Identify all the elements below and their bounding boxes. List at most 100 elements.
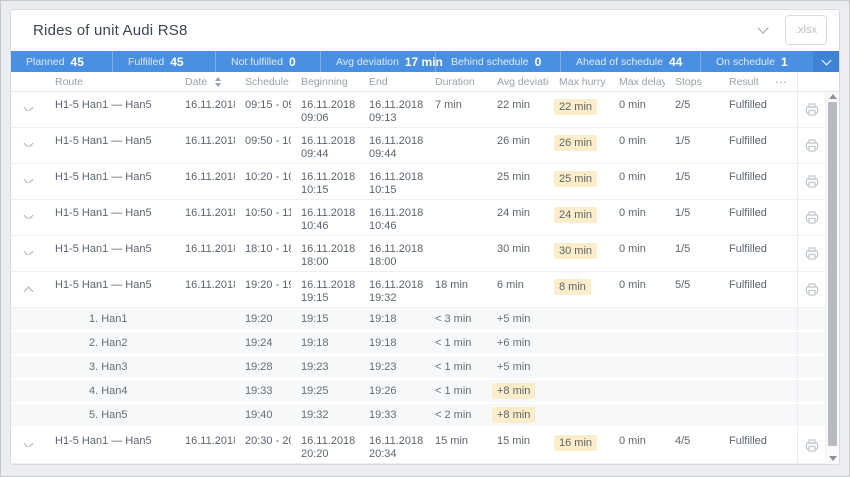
stat-value: 1 <box>780 54 788 69</box>
ride-row[interactable]: H1-5 Han1 — Han5 16.11.2018 10:50 - 11:1… <box>11 200 825 236</box>
scrollbar-thumb[interactable] <box>828 102 837 446</box>
stats-collapse-button[interactable] <box>813 50 839 73</box>
ride-report-icon[interactable] <box>805 175 819 188</box>
scroll-up-icon[interactable] <box>828 94 837 99</box>
ride-report-icon[interactable] <box>805 283 819 296</box>
cell-end: 16.11.2018 20:34 <box>359 435 425 461</box>
cell-action <box>797 428 825 463</box>
ride-report-icon[interactable] <box>805 247 819 260</box>
stat-not-fulfilled: Not fulfilled 0 <box>216 50 321 73</box>
cell-date: 16.11.2018 <box>185 99 235 111</box>
column-date[interactable]: Date <box>175 76 235 88</box>
stat-label: On schedule <box>716 55 775 68</box>
cell-schedule: 10:50 - 11:10 <box>245 207 291 219</box>
cell-stop-duration: < 1 min <box>435 337 472 349</box>
cell-date: 16.11.2018 <box>185 279 235 291</box>
cell-schedule: 09:15 - 09:35 <box>245 99 291 111</box>
cell-stops: 5/5 <box>675 279 691 291</box>
ride-report-icon[interactable] <box>805 139 819 152</box>
ride-report-icon[interactable] <box>805 103 819 116</box>
cell-max-delay: 0 min <box>619 207 646 219</box>
cell-stop-action <box>797 332 825 354</box>
stop-row[interactable]: 1. Han1 19:20 19:15 19:18 < 3 min +5 min <box>11 308 825 332</box>
vertical-scrollbar[interactable] <box>825 92 839 464</box>
cell-action <box>797 164 825 199</box>
expand-icon <box>23 286 33 295</box>
end-time: 09:44 <box>369 148 397 160</box>
cell-schedule: 18:10 - 18:30 <box>245 243 291 255</box>
expand-toggle[interactable] <box>11 171 45 183</box>
ride-row[interactable]: H1-5 Han1 — Han5 16.11.2018 10:20 - 10:4… <box>11 164 825 200</box>
table-header: Route Date Schedule Beginning End Durati… <box>11 72 839 92</box>
cell-stop-schedule: 19:20 <box>245 313 273 325</box>
more-columns-icon[interactable]: ⋯ <box>775 74 788 89</box>
cell-duration: 7 min <box>435 99 462 111</box>
expand-toggle[interactable] <box>11 99 45 111</box>
sort-icon[interactable] <box>215 76 222 87</box>
stats-bar: Planned 45 Fulfilled 45 Not fulfilled 0 … <box>11 50 839 73</box>
end-date: 16.11.2018 <box>369 207 424 219</box>
scroll-down-icon[interactable] <box>828 456 837 461</box>
ride-row[interactable]: H1-5 Han1 — Han5 16.11.2018 18:10 - 18:3… <box>11 236 825 272</box>
ride-report-icon[interactable] <box>805 439 819 452</box>
ride-row[interactable]: H1-5 Han1 — Han5 16.11.2018 09:50 - 10:1… <box>11 128 825 164</box>
expand-toggle[interactable] <box>11 207 45 219</box>
cell-end: 16.11.2018 19:32 <box>359 279 425 305</box>
cell-result: Fulfilled <box>729 171 767 183</box>
cell-route: H1-5 Han1 — Han5 <box>55 207 152 219</box>
max-hurry-value: 30 min <box>554 243 598 259</box>
ride-row[interactable]: H1-5 Han1 — Han5 16.11.2018 09:15 - 09:3… <box>11 92 825 128</box>
cell-stop-beginning: 19:32 <box>301 409 329 421</box>
cell-stop-beginning: 19:18 <box>301 337 329 349</box>
expand-toggle[interactable] <box>11 243 45 255</box>
cell-date: 16.11.2018 <box>185 207 235 219</box>
stop-avg-deviation-value: +8 min <box>492 383 536 399</box>
cell-result: Fulfilled <box>729 99 767 111</box>
stop-row[interactable]: 3. Han3 19:28 19:23 19:23 < 1 min +5 min <box>11 356 825 380</box>
stop-row[interactable]: 2. Han2 19:24 19:18 19:18 < 1 min +6 min <box>11 332 825 356</box>
cell-beginning: 16.11.2018 10:46 <box>291 207 359 233</box>
cell-stop-name: 5. Han5 <box>89 409 128 421</box>
stat-value: 44 <box>668 54 683 69</box>
ride-row[interactable]: H1-5 Han1 — Han5 16.11.2018 20:30 - 20:5… <box>11 428 825 464</box>
title-bar: Rides of unit Audi RS8 .xlsx <box>11 10 839 51</box>
cell-stop-schedule: 19:24 <box>245 337 273 349</box>
cell-result: Fulfilled <box>729 279 767 291</box>
max-hurry-value: 8 min <box>554 279 591 295</box>
cell-max-hurry: 26 min <box>549 135 609 151</box>
export-xlsx-button[interactable]: .xlsx <box>785 15 827 46</box>
expand-toggle[interactable] <box>11 279 45 295</box>
stop-row[interactable]: 5. Han5 19:40 19:32 19:33 < 2 min +8 min <box>11 404 825 428</box>
expand-toggle[interactable] <box>11 435 45 447</box>
cell-result: Fulfilled <box>729 243 767 255</box>
expand-icon <box>23 438 33 447</box>
collapse-chevron-down-icon[interactable] <box>757 22 769 35</box>
stat-label: Planned <box>26 55 65 68</box>
cell-beginning: 16.11.2018 18:00 <box>291 243 359 269</box>
max-hurry-value: 24 min <box>554 207 598 223</box>
cell-stop-end: 19:18 <box>369 313 397 325</box>
stat-avg-deviation: Avg deviation 17 min <box>321 50 443 73</box>
beginning-date: 16.11.2018 <box>301 135 356 147</box>
expand-toggle[interactable] <box>11 135 45 147</box>
expand-icon <box>23 210 33 219</box>
cell-stop-duration: < 2 min <box>435 409 472 421</box>
cell-stop-end: 19:26 <box>369 385 397 397</box>
cell-route: H1-5 Han1 — Han5 <box>55 243 152 255</box>
max-hurry-value: 26 min <box>554 135 598 151</box>
cell-action <box>797 236 825 271</box>
ride-report-icon[interactable] <box>805 211 819 224</box>
stat-value: 17 min <box>404 54 443 69</box>
stat-label: Avg deviation <box>336 55 399 68</box>
stat-value: 45 <box>170 54 184 69</box>
cell-stops: 1/5 <box>675 171 691 183</box>
cell-result: Fulfilled <box>729 135 767 147</box>
cell-max-delay: 0 min <box>619 435 646 447</box>
cell-max-delay: 0 min <box>619 171 646 183</box>
column-beginning: Beginning <box>301 75 348 88</box>
stop-row[interactable]: 4. Han4 19:33 19:25 19:26 < 1 min +8 min <box>11 380 825 404</box>
cell-stop-beginning: 19:15 <box>301 313 329 325</box>
ride-row[interactable]: H1-5 Han1 — Han5 16.11.2018 19:20 - 19:4… <box>11 272 825 308</box>
cell-max-hurry: 16 min <box>549 435 609 451</box>
